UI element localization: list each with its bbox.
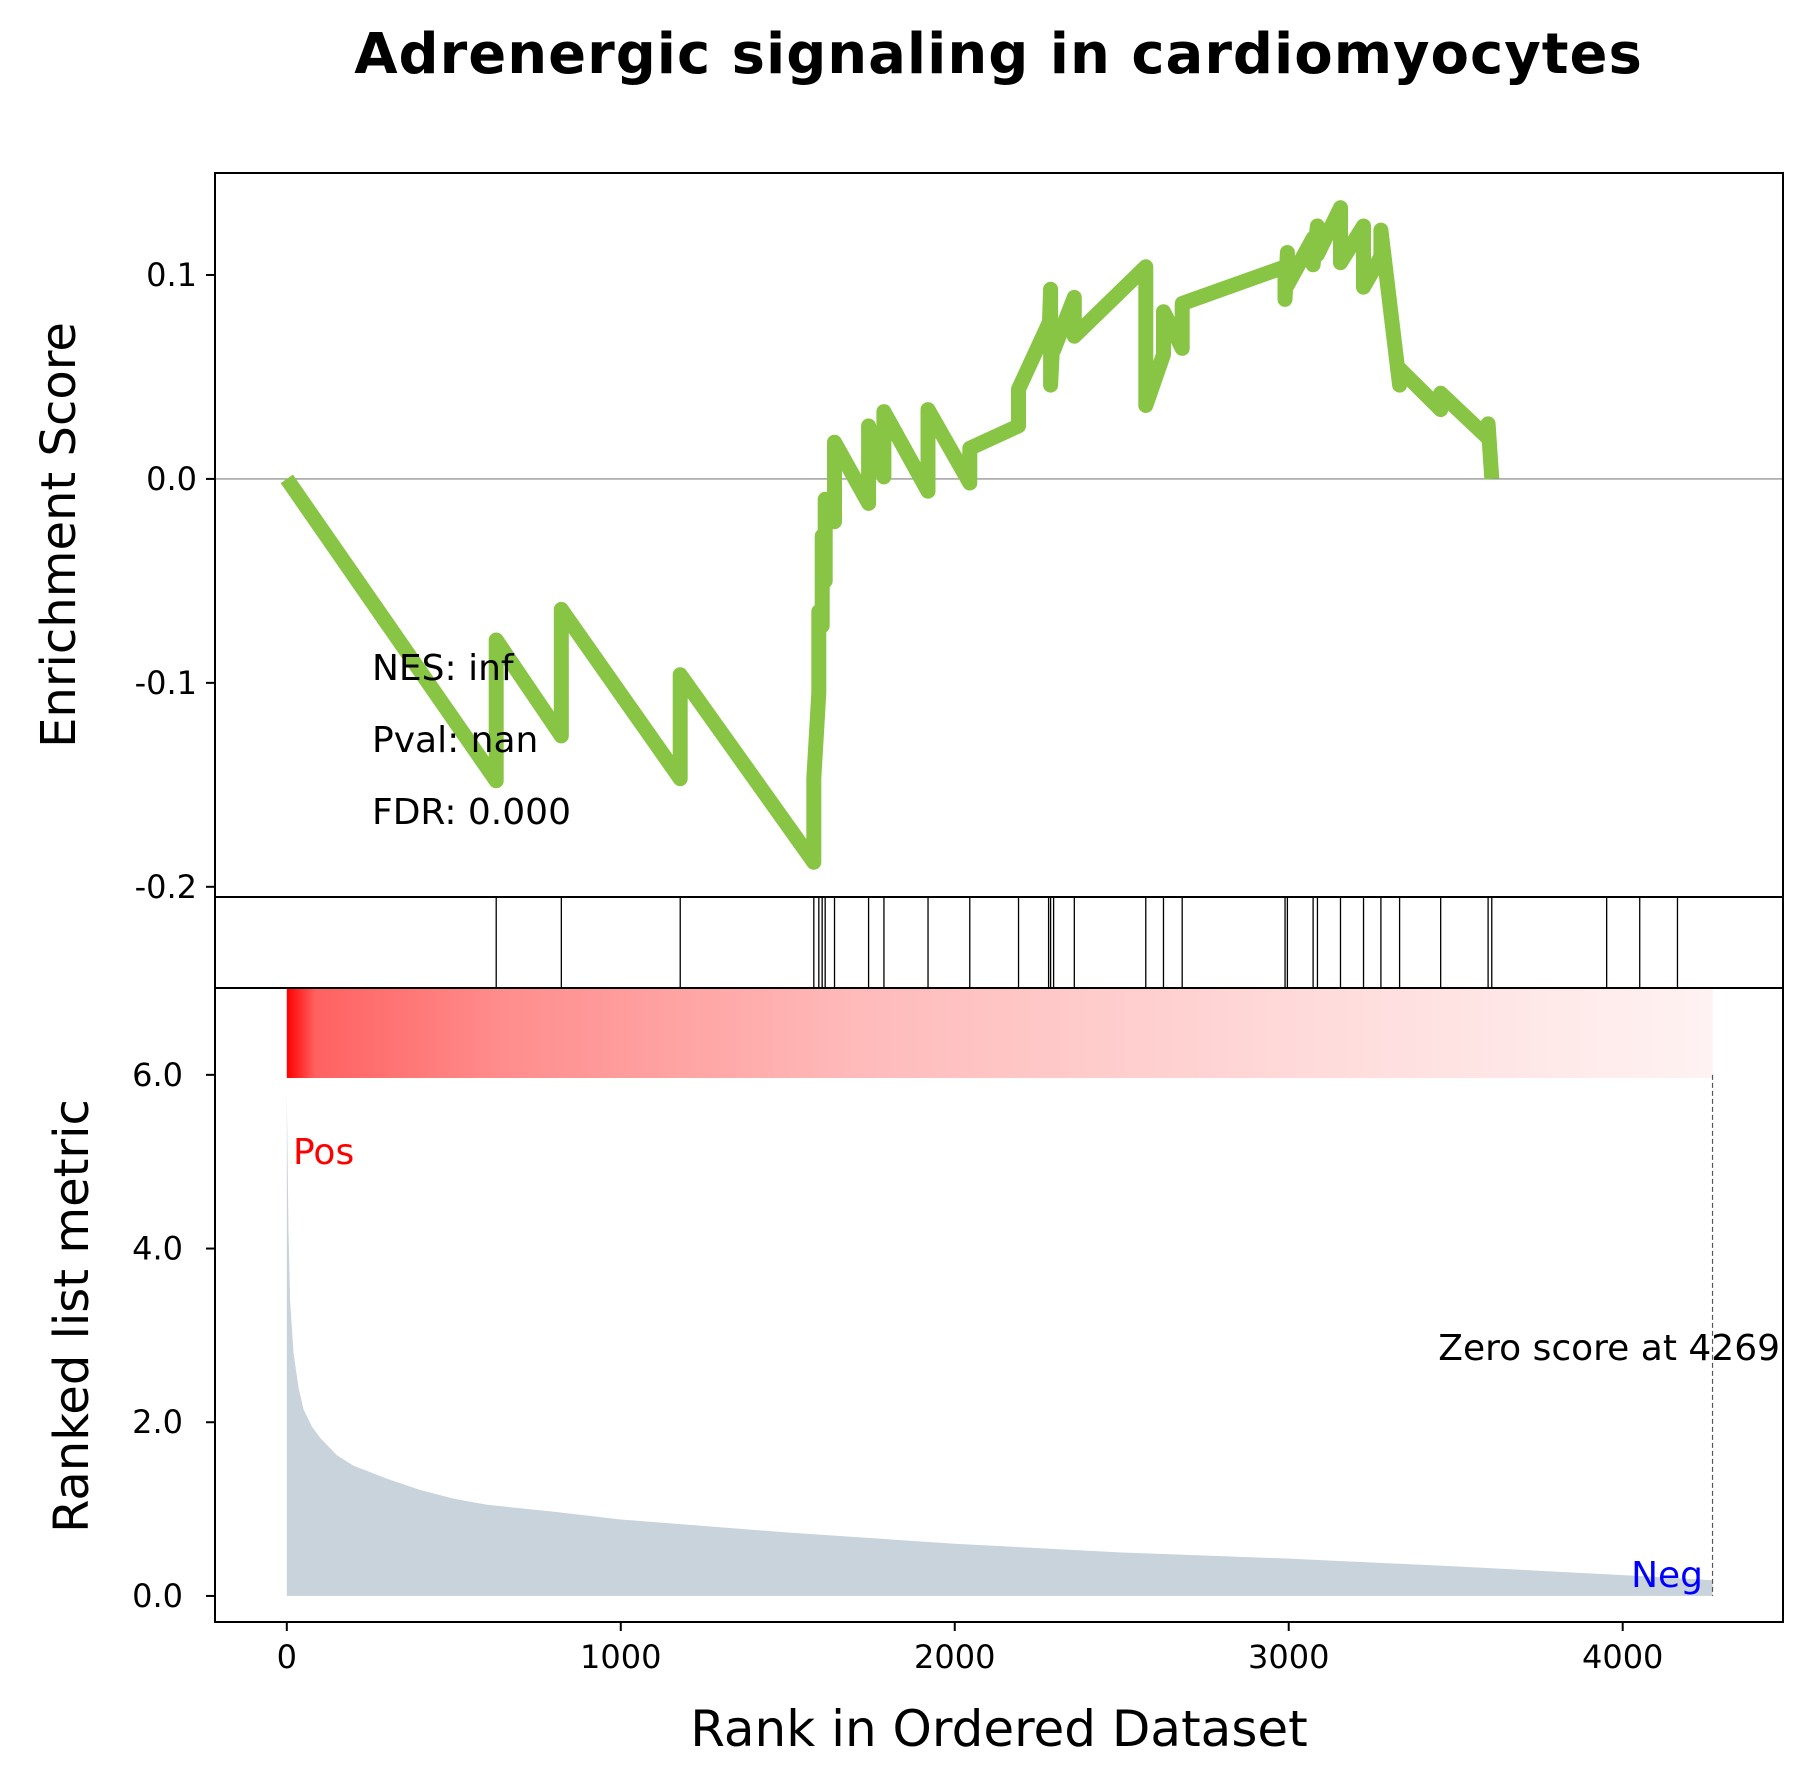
xtick-label: 4000 (1582, 1638, 1663, 1676)
metric-ytick-label: 0.0 (132, 1577, 183, 1615)
enrichment-score-panel: -0.2 -0.1 0.0 0.1 NES: inf Pval: nan FDR: 0.00… (31, 172, 1784, 906)
neg-label: Neg (1631, 1555, 1703, 1596)
ranked-metric-panel: Zero score at 4269 Pos Neg 0.0 2.0 4.0 6.0 0 100… (44, 987, 1784, 1758)
es-ytick-label: -0.1 (135, 664, 197, 702)
xlabel: Rank in Ordered Dataset (690, 1700, 1307, 1758)
chart-title: Adrenergic signaling in cardiomyocytes (354, 22, 1643, 87)
hits-panel-frame (214, 896, 1784, 989)
es-stat-text: Pval: nan (372, 720, 538, 761)
xtick-label: 3000 (1248, 1638, 1329, 1676)
zero-score-label: Zero score at 4269 (1438, 1328, 1780, 1369)
es-ytick-label: -0.2 (135, 868, 197, 906)
metric-panel-frame (214, 987, 1784, 1623)
metric-ytick-label: 4.0 (132, 1230, 183, 1268)
es-ytick-label: 0.0 (146, 460, 197, 498)
xtick-label: 2000 (914, 1638, 995, 1676)
metric-ytick-label: 2.0 (132, 1403, 183, 1441)
es-stat-text: FDR: 0.000 (372, 792, 571, 833)
rank-heatmap-bar (286, 988, 1713, 1078)
xtick-label: 0 (277, 1638, 297, 1676)
ranked-metric-area (286, 1092, 1713, 1596)
metric-ytick-label: 6.0 (132, 1056, 183, 1094)
es-ytick-label: 0.1 (146, 256, 197, 294)
pos-label: Pos (293, 1132, 354, 1173)
es-stat-text: NES: inf (372, 648, 515, 689)
es-panel-frame (214, 172, 1784, 898)
gene-hits-panel (214, 896, 1784, 989)
enrichment-score-line (280, 200, 1500, 870)
metric-ylabel: Ranked list metric (44, 1099, 100, 1533)
xtick-label: 1000 (580, 1638, 661, 1676)
es-ylabel: Enrichment Score (31, 322, 87, 748)
